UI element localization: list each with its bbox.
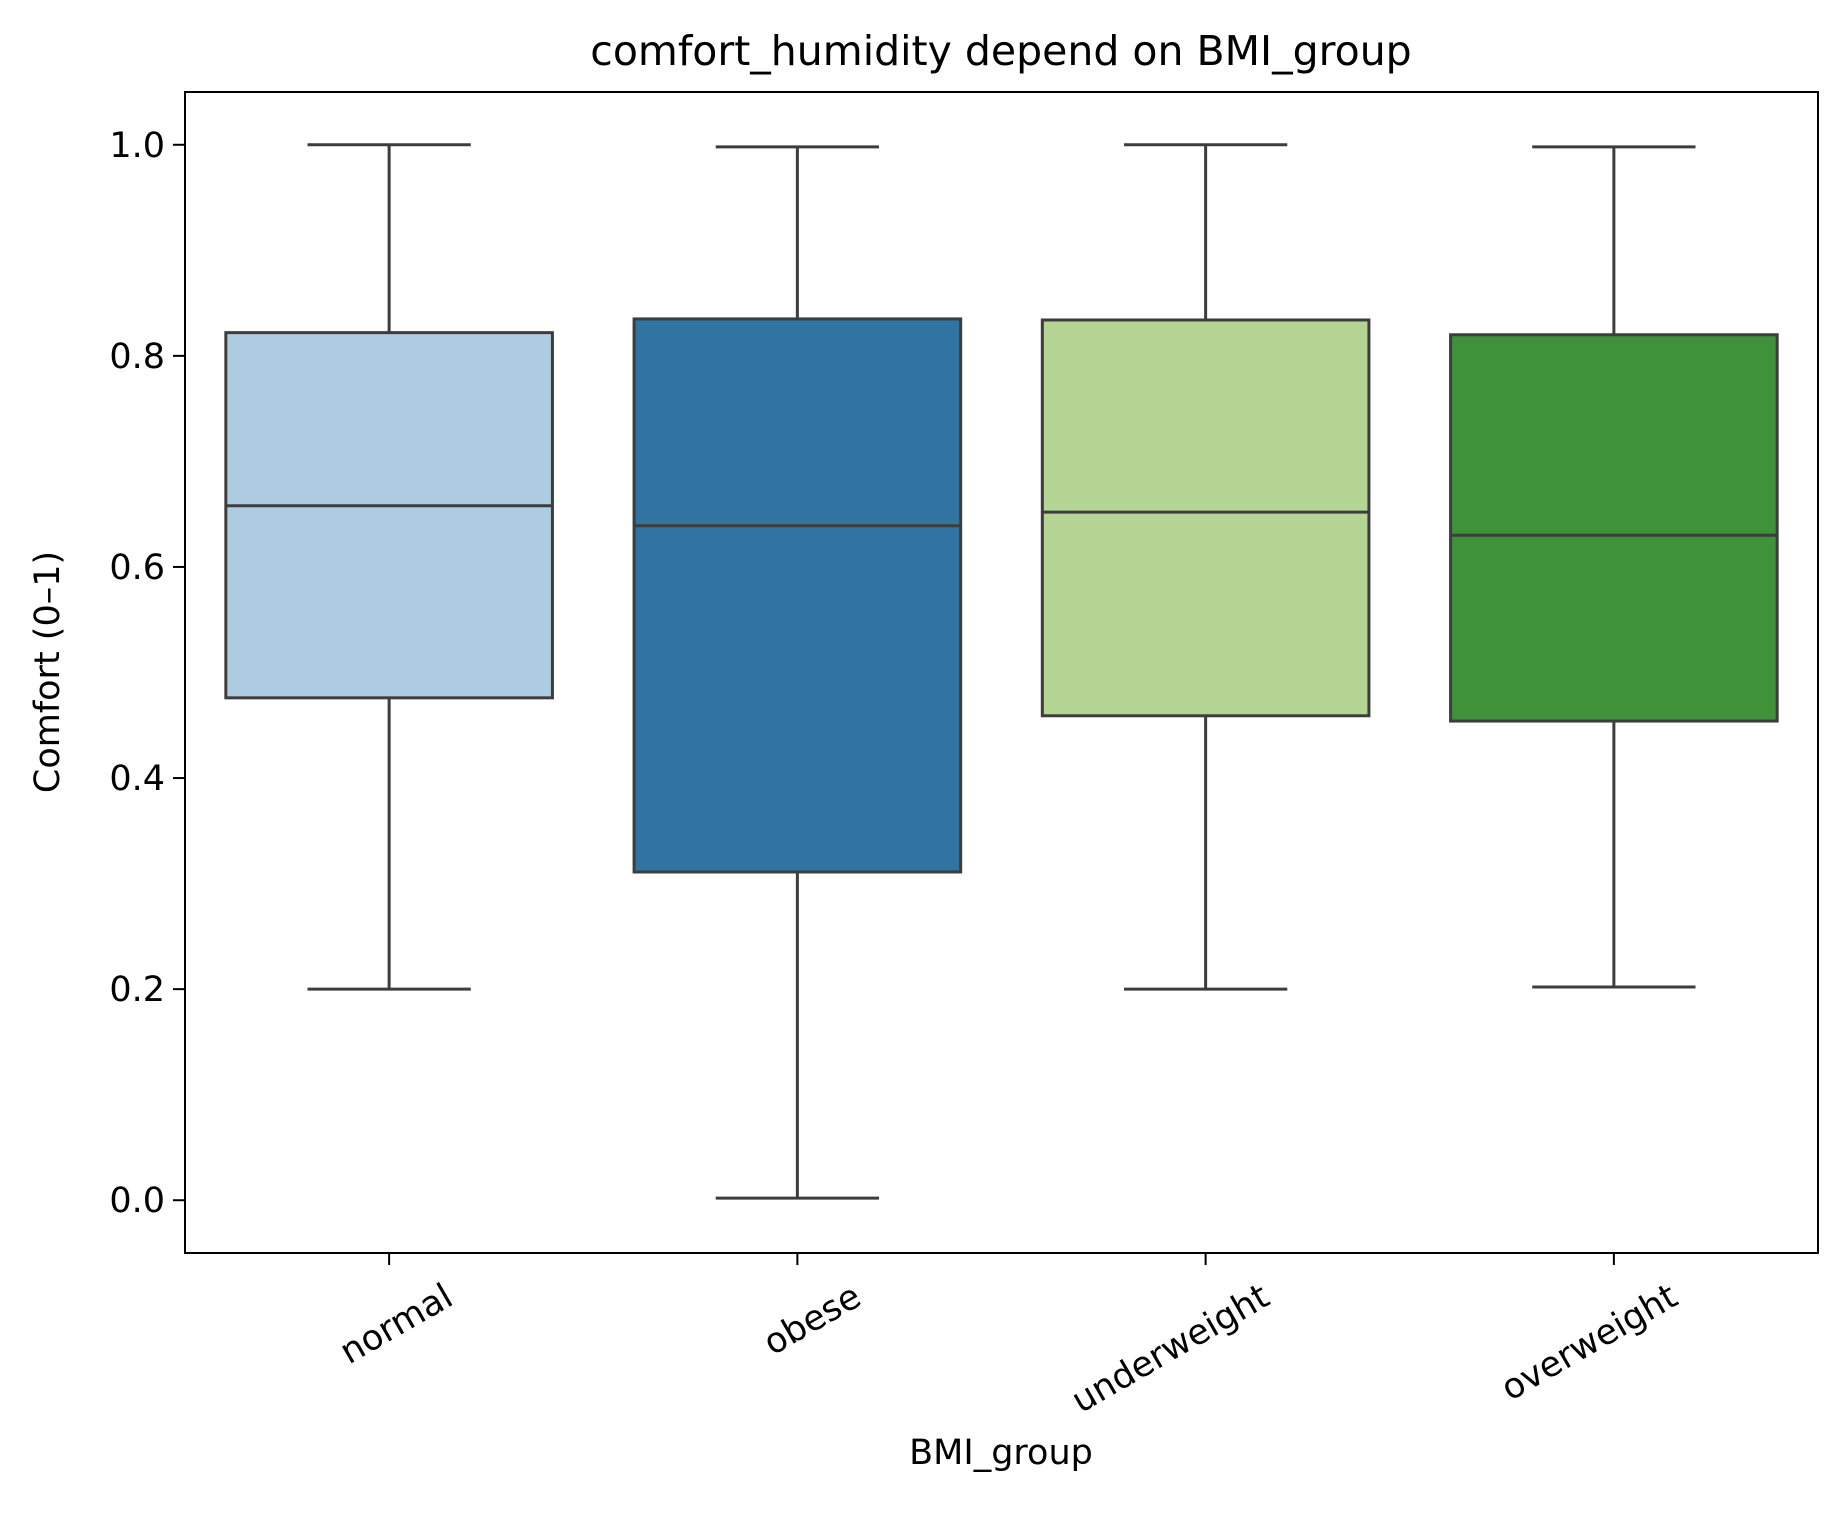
axes-frame xyxy=(184,91,1819,1254)
y-tick-label: 0.6 xyxy=(109,548,165,588)
y-tick-label: 0.0 xyxy=(109,1181,165,1221)
y-axis: 0.0 0.2 0.4 0.6 0.8 1.0 xyxy=(109,126,185,1221)
chart-title: comfort_humidity depend on BMI_group xyxy=(590,27,1411,75)
y-tick-label: 1.0 xyxy=(109,126,165,166)
y-tick-label: 0.2 xyxy=(109,970,165,1010)
iqr-box-overweight xyxy=(1449,333,1779,723)
x-axis-label: BMI_group xyxy=(909,1433,1093,1473)
box-overweight xyxy=(1449,145,1779,989)
iqr-box-normal xyxy=(224,331,554,700)
iqr-box-obese xyxy=(632,317,963,874)
box-normal xyxy=(224,143,554,991)
y-tick-label: 0.4 xyxy=(109,759,165,799)
iqr-box-underweight xyxy=(1040,318,1371,718)
box-underweight xyxy=(1040,143,1371,991)
box-obese xyxy=(632,145,963,1200)
y-axis-label: Comfort (0–1) xyxy=(28,551,68,793)
plot-area xyxy=(224,143,1779,1200)
y-tick-label: 0.8 xyxy=(109,337,165,377)
